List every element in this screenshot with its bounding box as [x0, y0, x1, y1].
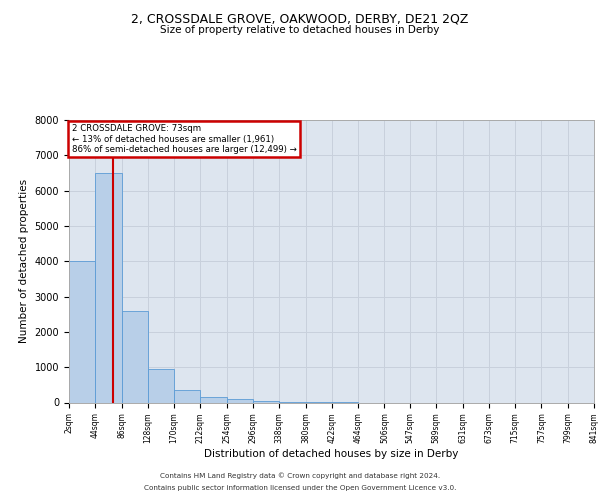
X-axis label: Distribution of detached houses by size in Derby: Distribution of detached houses by size …	[205, 448, 458, 458]
Text: Contains HM Land Registry data © Crown copyright and database right 2024.: Contains HM Land Registry data © Crown c…	[160, 472, 440, 479]
Bar	[227, 399, 253, 402]
Text: 2 CROSSDALE GROVE: 73sqm
← 13% of detached houses are smaller (1,961)
86% of sem: 2 CROSSDALE GROVE: 73sqm ← 13% of detach…	[71, 124, 296, 154]
Y-axis label: Number of detached properties: Number of detached properties	[19, 179, 29, 344]
Bar	[200, 397, 227, 402]
Bar	[69, 261, 95, 402]
Bar	[122, 310, 148, 402]
Bar	[95, 173, 122, 402]
Bar	[253, 400, 279, 402]
Text: Size of property relative to detached houses in Derby: Size of property relative to detached ho…	[160, 25, 440, 35]
Text: 2, CROSSDALE GROVE, OAKWOOD, DERBY, DE21 2QZ: 2, CROSSDALE GROVE, OAKWOOD, DERBY, DE21…	[131, 12, 469, 26]
Text: Contains public sector information licensed under the Open Government Licence v3: Contains public sector information licen…	[144, 485, 456, 491]
Bar	[148, 369, 174, 402]
Bar	[174, 390, 200, 402]
